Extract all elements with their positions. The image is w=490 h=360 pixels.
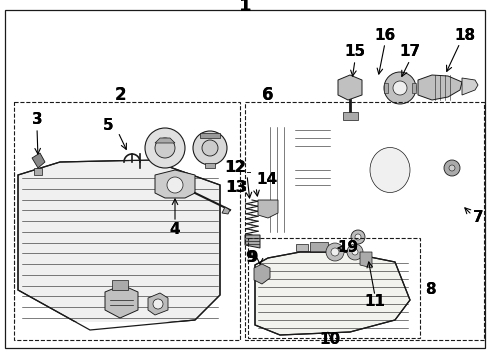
Text: 9: 9 (245, 249, 256, 265)
Polygon shape (18, 160, 220, 330)
Polygon shape (254, 264, 270, 284)
Text: 15: 15 (344, 45, 366, 59)
Circle shape (145, 128, 185, 168)
Text: 14: 14 (256, 172, 277, 188)
Circle shape (384, 72, 416, 104)
Text: 12: 12 (226, 161, 247, 175)
Text: 5: 5 (103, 117, 113, 132)
Text: 11: 11 (365, 294, 386, 310)
Circle shape (202, 140, 218, 156)
Text: 14: 14 (256, 172, 277, 188)
Bar (290, 155, 450, 170)
Circle shape (326, 243, 344, 261)
Circle shape (355, 234, 361, 240)
Text: 15: 15 (344, 45, 366, 59)
Bar (293, 162, 333, 190)
Polygon shape (258, 200, 278, 218)
Text: 2: 2 (114, 86, 126, 104)
Text: 4: 4 (170, 222, 180, 238)
Bar (296, 244, 308, 251)
Polygon shape (255, 252, 410, 335)
Polygon shape (0, 0, 14, 360)
Polygon shape (440, 150, 465, 182)
Text: 1: 1 (239, 0, 251, 15)
Text: 13: 13 (225, 180, 246, 195)
Text: 16: 16 (374, 27, 395, 42)
Polygon shape (32, 153, 45, 168)
Text: 8: 8 (425, 283, 435, 297)
Text: 7: 7 (473, 211, 483, 225)
Text: 6: 6 (262, 86, 274, 104)
Circle shape (393, 81, 407, 95)
Bar (290, 195, 390, 207)
Polygon shape (34, 168, 42, 175)
Text: 13: 13 (226, 180, 247, 195)
Circle shape (167, 177, 183, 193)
Text: 4: 4 (170, 222, 180, 238)
Text: 18: 18 (454, 27, 476, 42)
Circle shape (444, 160, 460, 176)
Text: 10: 10 (319, 333, 341, 347)
Text: 8: 8 (425, 283, 435, 297)
Text: 12: 12 (225, 161, 246, 175)
Bar (293, 122, 333, 154)
Circle shape (352, 249, 358, 255)
Circle shape (155, 138, 175, 158)
Bar (310, 242, 328, 252)
Text: 17: 17 (399, 45, 420, 59)
Polygon shape (412, 83, 416, 93)
Polygon shape (418, 75, 462, 100)
Ellipse shape (350, 125, 430, 215)
Text: 17: 17 (399, 45, 420, 59)
Polygon shape (245, 235, 260, 248)
Text: 19: 19 (338, 240, 359, 256)
Polygon shape (155, 170, 195, 198)
Text: 11: 11 (365, 294, 386, 310)
Circle shape (193, 131, 227, 165)
Polygon shape (263, 125, 290, 235)
Text: 10: 10 (319, 333, 341, 347)
Text: 19: 19 (338, 240, 359, 256)
Text: 5: 5 (103, 117, 113, 132)
Text: 7: 7 (473, 211, 483, 225)
Circle shape (347, 244, 363, 260)
Polygon shape (222, 0, 490, 360)
Polygon shape (462, 78, 478, 95)
Polygon shape (148, 293, 168, 315)
Polygon shape (112, 280, 128, 290)
Text: 16: 16 (374, 27, 395, 42)
Polygon shape (360, 252, 372, 268)
Text: 6: 6 (262, 86, 274, 104)
Polygon shape (222, 207, 230, 214)
Polygon shape (343, 112, 358, 120)
Polygon shape (105, 285, 138, 318)
Polygon shape (200, 133, 220, 138)
Text: 18: 18 (454, 27, 476, 42)
Polygon shape (338, 75, 362, 100)
Circle shape (449, 165, 455, 171)
Text: 9: 9 (247, 249, 258, 265)
Circle shape (153, 299, 163, 309)
Text: 3: 3 (32, 112, 42, 127)
Polygon shape (0, 322, 490, 360)
Text: 1: 1 (239, 0, 251, 15)
Text: 3: 3 (32, 112, 42, 127)
Text: 2: 2 (114, 86, 126, 104)
Polygon shape (205, 163, 215, 168)
Ellipse shape (370, 148, 410, 193)
Polygon shape (0, 0, 490, 160)
Polygon shape (155, 138, 175, 143)
Polygon shape (260, 118, 460, 240)
Circle shape (351, 230, 365, 244)
Polygon shape (325, 225, 395, 248)
Polygon shape (384, 83, 388, 93)
Circle shape (331, 248, 339, 256)
